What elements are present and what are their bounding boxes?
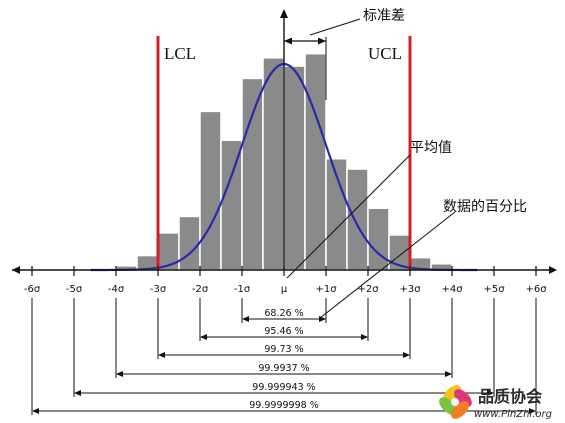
arrowhead-right-icon [361,334,368,340]
arrowhead-right-icon [445,371,452,377]
coverage-label: 95.46 % [264,326,303,337]
coverage-label: 99.9937 % [258,363,309,374]
percent-label: 数据的百分比 [443,199,527,215]
histogram-bar [367,207,390,271]
arrowhead-left-icon [116,371,123,377]
coverage-label: 99.999943 % [252,382,315,393]
coverage-ranges: 68.26 % 95.46 % 99.73 % 99.9937 % 99.999943 … [31,298,537,415]
x-tick-label: -5σ [66,284,83,295]
arrowhead-right-icon [529,408,536,414]
histogram-bar [283,65,306,271]
logo: 品质协会 www.PinZhi.org [439,385,552,420]
x-tick-label: -2σ [192,284,209,295]
arrowhead-left-icon [32,408,39,414]
x-tick-label: +5σ [483,284,505,295]
histogram-bar [304,52,327,271]
x-tick-label: +6σ [525,284,547,295]
arrowhead-left-icon [74,390,81,396]
ucl-label: UCL [368,44,402,63]
x-tick-label: -1σ [234,284,251,295]
percent-leader [319,211,456,319]
mean-label: 平均值 [410,140,452,156]
arrowhead-right-icon [318,37,326,45]
arrowhead-right-icon [487,390,494,396]
x-tick-label: -4σ [108,284,125,295]
x-axis: -6σ -5σ -4σ -3σ -2σ -1σ μ +1σ +2σ +3σ +4σ +5σ +6σ [12,9,557,295]
std-dev-leader [309,18,361,36]
histogram-bar [220,139,243,271]
x-tick-label: +2σ [357,284,379,295]
x-tick-label: +4σ [441,284,463,295]
histogram-bar [241,77,264,271]
coverage-label: 99.9999998 % [249,400,318,411]
histogram-bar [178,215,201,271]
logo-url: www.PinZhi.org [474,409,552,420]
x-tick-label: -3σ [150,284,167,295]
histogram-bar [346,168,369,271]
x-tick-label: +1σ [315,284,337,295]
arrowhead-left-icon [242,316,249,322]
histogram-bar [199,110,222,271]
logo-name: 品质协会 [478,387,542,406]
coverage-label: 68.26 % [264,308,303,319]
mean-leader [286,154,411,279]
arrowhead-left-icon [200,334,207,340]
x-tick-label: +3σ [399,284,421,295]
arrowhead-left-icon [284,37,292,45]
std-dev-label: 标准差 [363,8,405,24]
histogram-bars [115,52,453,271]
x-tick-label: -6σ [24,284,41,295]
pinwheel-logo-icon [439,385,472,419]
arrowhead-right-icon [319,316,326,322]
arrowhead-right-icon [403,352,410,358]
axis-arrow-up-icon [280,9,288,18]
lcl-label: LCL [164,44,196,63]
arrowhead-left-icon [158,352,165,358]
coverage-label: 99.73 % [264,344,303,355]
x-tick-label: μ [281,284,288,295]
histogram-bar [262,57,285,271]
control-limits: LCL UCL [156,36,412,270]
axis-arrow-left-icon [12,266,20,274]
axis-arrow-right-icon [549,266,557,274]
